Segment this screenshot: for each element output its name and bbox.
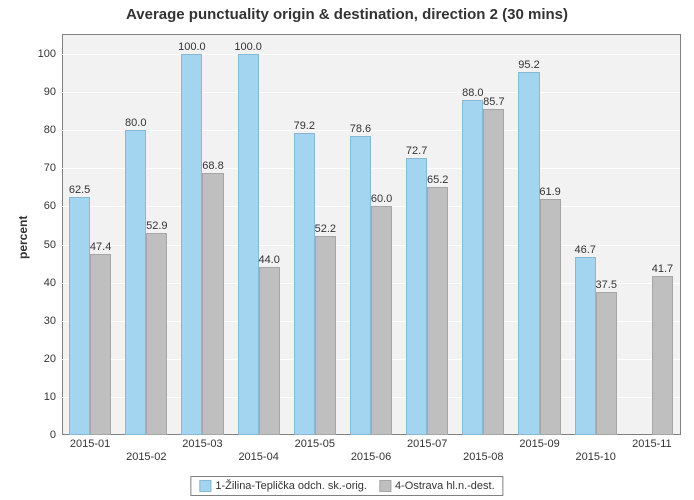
legend-label: 1-Žilina-Teplička odch. sk.-orig. — [215, 480, 367, 492]
bar: 46.7 — [575, 257, 596, 435]
bar-value-label: 61.9 — [539, 186, 560, 198]
bar-value-label: 95.2 — [518, 59, 539, 71]
bar: 78.6 — [350, 136, 371, 435]
x-tick-label: 2015-08 — [463, 451, 503, 463]
x-tick-label: 2015-04 — [238, 451, 278, 463]
bar: 41.7 — [652, 276, 673, 435]
y-tick-label: 30 — [44, 315, 56, 327]
bar: 80.0 — [125, 130, 146, 435]
chart-container: Average punctuality origin & destination… — [0, 0, 694, 500]
y-axis — [62, 35, 63, 435]
x-tick-label: 2015-03 — [182, 438, 222, 450]
bar-value-label: 47.4 — [90, 241, 111, 253]
x-tick-label: 2015-02 — [126, 451, 166, 463]
x-tick-label: 2015-07 — [407, 438, 447, 450]
y-tick-label: 70 — [44, 162, 56, 174]
bar: 62.5 — [69, 197, 90, 435]
bar: 68.8 — [202, 173, 223, 435]
legend: 1-Žilina-Teplička odch. sk.-orig. 4-Ostra… — [190, 476, 503, 496]
x-tick-label: 2015-11 — [632, 438, 672, 450]
bar: 88.0 — [462, 100, 483, 435]
bar-value-label: 80.0 — [125, 117, 146, 129]
y-tick-label: 60 — [44, 200, 56, 212]
bar-value-label: 88.0 — [462, 87, 483, 99]
bar: 60.0 — [371, 206, 392, 435]
bar-value-label: 72.7 — [406, 145, 427, 157]
y-tick-label: 0 — [50, 429, 56, 441]
bar: 37.5 — [596, 292, 617, 435]
bar: 72.7 — [406, 158, 427, 435]
bar-value-label: 52.9 — [146, 220, 167, 232]
y-tick-label: 20 — [44, 353, 56, 365]
bar: 65.2 — [427, 187, 448, 435]
bar-value-label: 85.7 — [483, 96, 504, 108]
bar-value-label: 62.5 — [69, 184, 90, 196]
bar-value-label: 52.2 — [315, 223, 336, 235]
bar-value-label: 37.5 — [596, 279, 617, 291]
y-tick-label: 80 — [44, 124, 56, 136]
bar-value-label: 60.0 — [371, 193, 392, 205]
x-tick-label: 2015-01 — [70, 438, 110, 450]
bar: 47.4 — [90, 254, 111, 435]
legend-label: 4-Ostrava hl.n.-dest. — [395, 480, 495, 492]
bar-value-label: 65.2 — [427, 174, 448, 186]
bar: 52.2 — [315, 236, 336, 435]
bar-value-label: 46.7 — [574, 244, 595, 256]
x-tick-label: 2015-06 — [351, 451, 391, 463]
bar: 95.2 — [518, 72, 539, 435]
bar-value-label: 41.7 — [652, 263, 673, 275]
y-tick-label: 50 — [44, 239, 56, 251]
bar: 79.2 — [294, 133, 315, 435]
gridline — [62, 92, 680, 93]
bar-value-label: 78.6 — [350, 123, 371, 135]
bar: 85.7 — [483, 109, 504, 435]
y-axis-label: percent — [16, 216, 30, 259]
legend-item: 1-Žilina-Teplička odch. sk.-orig. — [199, 480, 367, 492]
x-tick-label: 2015-09 — [519, 438, 559, 450]
x-tick-label: 2015-10 — [576, 451, 616, 463]
bar: 100.0 — [181, 54, 202, 435]
legend-swatch — [379, 480, 391, 492]
plot-area: 010203040506070809010062.547.42015-0180.… — [62, 34, 681, 435]
legend-item: 4-Ostrava hl.n.-dest. — [379, 480, 495, 492]
chart-title: Average punctuality origin & destination… — [0, 6, 694, 23]
legend-swatch — [199, 480, 211, 492]
bar-value-label: 100.0 — [234, 41, 262, 53]
bar-value-label: 79.2 — [294, 120, 315, 132]
bar: 61.9 — [540, 199, 561, 435]
gridline — [62, 435, 680, 436]
x-tick-label: 2015-05 — [295, 438, 335, 450]
gridline — [62, 168, 680, 169]
bar-value-label: 100.0 — [178, 41, 206, 53]
y-tick-label: 100 — [38, 48, 56, 60]
bar-value-label: 68.8 — [202, 160, 223, 172]
y-tick-label: 90 — [44, 86, 56, 98]
bar: 52.9 — [146, 233, 167, 435]
bar: 44.0 — [259, 267, 280, 435]
y-tick-label: 40 — [44, 277, 56, 289]
y-tick-label: 10 — [44, 391, 56, 403]
bar-value-label: 44.0 — [258, 254, 279, 266]
gridline — [62, 54, 680, 55]
bar: 100.0 — [238, 54, 259, 435]
